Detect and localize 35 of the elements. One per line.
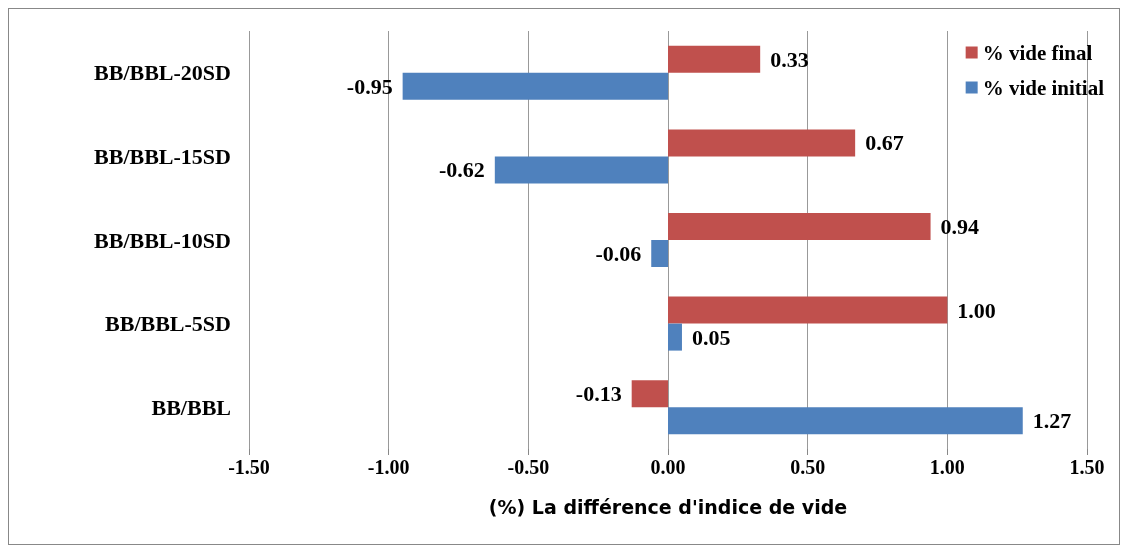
- x-tick-label: -1.00: [367, 456, 410, 478]
- y-tick-label: BB/BBL-15SD: [94, 143, 231, 169]
- bar: [668, 129, 856, 157]
- bar: [668, 407, 1023, 435]
- data-label: -0.95: [346, 73, 393, 99]
- y-tick-label: BB/BBL-5SD: [105, 311, 231, 337]
- y-tick-label: BB/BBL-20SD: [94, 60, 231, 86]
- data-label: 0.33: [770, 46, 809, 72]
- bar: [668, 323, 682, 351]
- y-tick-label: BB/BBL: [151, 394, 231, 420]
- data-label: 1.27: [1032, 408, 1072, 434]
- bar: [651, 240, 668, 267]
- legend-label: % vide initial: [982, 75, 1105, 100]
- data-label: 1.00: [957, 297, 996, 323]
- x-tick-label: 0.50: [790, 456, 826, 478]
- x-tick-label: 1.50: [1069, 456, 1105, 478]
- bar: [668, 296, 948, 324]
- x-tick-label: -1.50: [228, 456, 270, 478]
- data-label: -0.06: [595, 241, 642, 266]
- data-label: -0.62: [438, 157, 485, 183]
- data-label: 0.05: [691, 324, 731, 350]
- bar: [668, 45, 761, 73]
- x-axis-title: (%) La différence d'indice de vide: [488, 495, 848, 518]
- data-label: -0.13: [575, 381, 622, 407]
- data-label: 0.94: [940, 214, 980, 239]
- legend-label: % vide final: [982, 40, 1093, 65]
- bar: [402, 72, 668, 100]
- x-tick-label: 1.00: [929, 456, 965, 478]
- bar: [494, 156, 668, 184]
- data-label: 0.67: [865, 130, 904, 156]
- x-tick-label: 0.00: [650, 456, 686, 478]
- bar: [631, 380, 668, 408]
- x-tick-label: -0.50: [507, 456, 550, 478]
- y-tick-label: BB/BBL-10SD: [94, 227, 231, 253]
- bar: [668, 213, 931, 240]
